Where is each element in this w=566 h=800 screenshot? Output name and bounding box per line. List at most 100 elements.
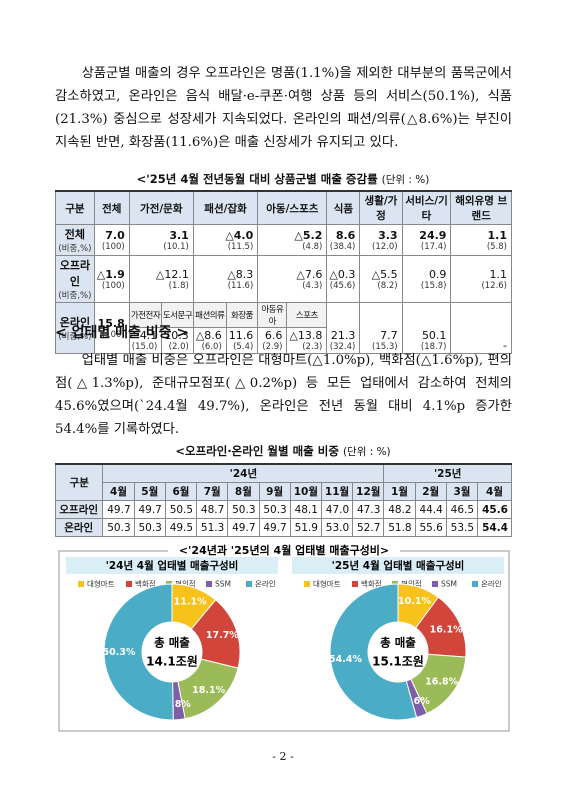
data-row: 오프라인 (비중,%) △1.9 (100) △12.1 (1.8) △8.3 (11.6) △… xyxy=(55,255,512,303)
page-number: - 2 - xyxy=(272,750,294,763)
sub-header: 도서문구 xyxy=(161,302,194,328)
data-row: 온라인 (비중,%) 15.8 (100) 가전전자 도서문구 패션의류 화장품 아동유아 스포츠… xyxy=(55,302,512,354)
cell-value: 50.1 xyxy=(421,329,447,342)
center-label: 총 매출 xyxy=(154,636,190,650)
table-cell: 50.3 xyxy=(102,518,135,537)
table-cell: 48.7 xyxy=(196,500,229,519)
cell-value: 21.3 xyxy=(330,329,356,342)
legend-swatch xyxy=(304,581,310,587)
column-header: 구분 xyxy=(55,190,95,225)
center-label: 총 매출 xyxy=(380,636,416,650)
slice-label: 16.1% xyxy=(430,624,463,635)
cell-value: △4.0 xyxy=(225,228,254,242)
table-cell: △4.0 (11.5) xyxy=(192,224,259,256)
sub-header: 아동유아 xyxy=(257,302,288,328)
cell-share: (5.8) xyxy=(486,241,507,252)
table-cell: 44.4 xyxy=(414,500,447,519)
cell-value: 24.9 xyxy=(419,228,447,242)
table-cell: 3.3 (12.0) xyxy=(359,224,403,256)
monthly-share-table: 구분 '24년 '25년 4월 5월 6월 7월 8월 9월 10월 11월 12월 1월 2월 3월 4월 오… xyxy=(54,463,512,537)
table-cell: 52.7 xyxy=(352,518,385,537)
chart-title-bg xyxy=(66,557,278,574)
cell-value: 6.6 xyxy=(264,329,283,342)
month-header: 6월 xyxy=(164,482,198,501)
table-cell: 3.1 (10.1) xyxy=(128,224,194,256)
cell-value: △7.6 xyxy=(296,267,323,281)
year-header: '24년 xyxy=(102,463,385,483)
cell-value: 0.9 xyxy=(428,267,447,281)
chart-box: <'24년과 '25년의 4월 업태별 매출구성비> '24년 4월 업태별 매… xyxy=(58,543,510,732)
slice-label: 2.8% xyxy=(164,699,191,710)
cell-share: (10.1) xyxy=(163,241,189,252)
chart-title: '24년 4월 업태별 매출구성비 xyxy=(106,559,239,572)
table-cell: 54.4 xyxy=(477,518,512,537)
table-cell: 45.6 xyxy=(477,500,512,519)
table-cell: 0.9 (15.8) xyxy=(401,255,452,303)
row-label: 오프라인 xyxy=(54,500,104,519)
table-unit: (단위 : %) xyxy=(342,446,391,458)
cell-share: (100) xyxy=(101,280,125,291)
section-heading: < 업태별 매출 비중 > xyxy=(55,325,189,341)
chart-title-bg xyxy=(292,557,504,574)
donut-center xyxy=(368,622,428,682)
column-header: 식품 xyxy=(326,190,361,225)
table-cell: 1.1 (12.6) xyxy=(450,255,512,303)
legend-label: 백화점 xyxy=(135,579,156,589)
paragraph: 상품군별 매출의 경우 오프라인은 명품(1.1%)을 제외한 대부분의 품목군… xyxy=(55,66,512,150)
cell-share: (32.4) xyxy=(329,342,356,352)
table-cell: △7.6 (4.3) xyxy=(257,255,328,303)
header-row: 4월 5월 6월 7월 8월 9월 10월 11월 12월 1월 2월 3월 4월 xyxy=(56,482,512,501)
cell-value: 8.6 xyxy=(335,228,356,242)
cell-share: (15.8) xyxy=(420,280,447,291)
row-label: 오프라인 (비중,%) xyxy=(55,255,95,303)
cell-share: (8.2) xyxy=(377,280,398,291)
header-row: 구분 '24년 '25년 xyxy=(54,463,512,501)
row-sublabel: (비중,%) xyxy=(58,244,92,254)
table-cell: 7.7 (15.3) xyxy=(359,302,403,354)
slice-label: 11.1% xyxy=(174,597,207,608)
table-cell: 53.5 xyxy=(445,518,479,537)
sub-header: 가전전자 xyxy=(128,302,163,328)
cell-value: 4.1 xyxy=(139,329,158,342)
table-cell: 21.3 (32.4) xyxy=(326,302,361,354)
legend-label: 온라인 xyxy=(481,579,502,589)
data-row: 온라인 50.3 50.3 49.5 51.3 49.7 49.7 51.9 53.0 52.7 5… xyxy=(54,518,512,537)
column-header: 전체 xyxy=(93,190,130,225)
slice-label: 10.1% xyxy=(398,596,431,607)
row-sublabel: (비중,%) xyxy=(58,291,92,301)
legend-swatch xyxy=(78,581,84,587)
table-cell: 7.0 (100) xyxy=(93,224,130,256)
month-header: 12월 xyxy=(352,482,385,501)
table-cell: 4.1 (15.0) xyxy=(128,327,163,354)
table-cell: 15.8 (100) xyxy=(93,302,130,354)
cell-value: 3.3 xyxy=(378,228,398,242)
sub-header: 패션의류 xyxy=(192,302,227,328)
slice-label: 54.4% xyxy=(329,654,362,665)
row-label: 온라인 xyxy=(54,518,104,537)
legend-swatch xyxy=(472,581,478,587)
legend-swatch xyxy=(246,581,252,587)
cell-share: (100) xyxy=(101,329,125,340)
data-row: 오프라인 49.7 49.7 50.5 48.7 50.3 50.3 48.1 47.0 47.3… xyxy=(54,500,512,519)
table-cell: △12.1 (1.8) xyxy=(128,255,194,303)
column-header: 서비스/기타 xyxy=(401,190,452,225)
month-header: 4월 xyxy=(477,482,512,501)
cell-share: (38.4) xyxy=(329,241,356,252)
table-cell: 49.7 xyxy=(227,518,260,537)
table-cell: 53.0 xyxy=(320,518,354,537)
table-cell: 50.3 xyxy=(227,500,260,519)
center-value: 15.1조원 xyxy=(372,655,424,669)
cell-share: (12.6) xyxy=(481,280,507,291)
cell-value: 3.1 xyxy=(169,228,189,242)
table-cell: 50.5 xyxy=(164,500,198,519)
table-cell: 48.1 xyxy=(289,500,322,519)
table-cell: 48.2 xyxy=(383,500,416,519)
table-cell: 49.7 xyxy=(133,500,166,519)
legend-label: 편의점 xyxy=(175,579,196,589)
table-cell: △13.8 (2.3) xyxy=(286,327,328,354)
cell-share: (11.5) xyxy=(227,241,254,252)
table-cell: 47.0 xyxy=(320,500,354,519)
table-cell: 49.7 xyxy=(258,518,291,537)
table-title-row: <오프라인·온라인 월별 매출 비중 (단위 : %) xyxy=(0,443,566,459)
